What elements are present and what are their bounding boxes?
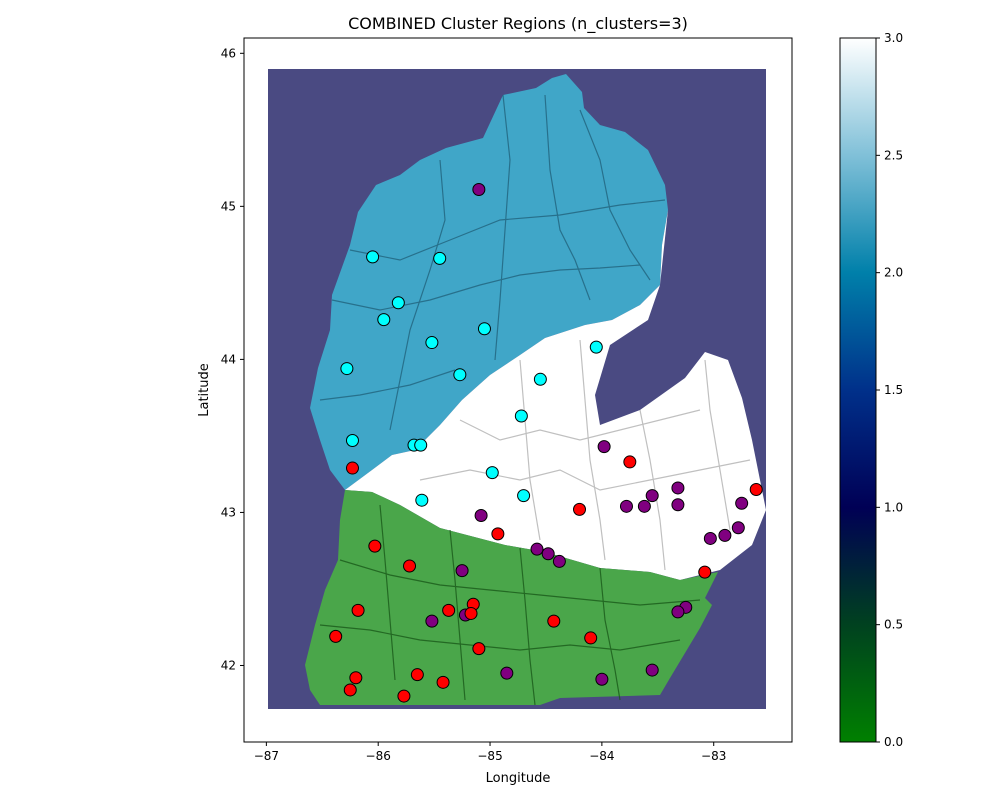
colorbar-tick-label: 0.5 (884, 618, 903, 632)
x-tick-label: −85 (477, 749, 502, 763)
data-point (340, 362, 354, 376)
data-point (491, 527, 505, 541)
y-tick-label: 42 (221, 658, 236, 672)
watershed-boundaries-south (319, 504, 701, 706)
data-point (410, 668, 424, 682)
data-point (472, 183, 486, 197)
colorbar-gradient (839, 37, 877, 743)
y-tick-label: 44 (221, 352, 236, 366)
x-tick-label: −83 (701, 749, 726, 763)
colorbar-tick-label: 3.0 (884, 31, 903, 45)
data-point (619, 499, 633, 513)
x-axis-label: Longitude (486, 771, 551, 786)
plot-area (268, 69, 766, 709)
x-tick-label: −86 (366, 749, 391, 763)
data-point (597, 440, 611, 454)
axes-frame (243, 37, 793, 743)
data-point (589, 340, 603, 354)
data-point (698, 565, 712, 579)
data-point (414, 438, 428, 452)
colorbar-tick-label: 2.5 (884, 148, 903, 162)
data-point (329, 629, 343, 643)
colorbar-tick-label: 2.0 (884, 266, 903, 280)
data-point (500, 666, 514, 680)
data-point (623, 455, 637, 469)
data-point (541, 547, 555, 561)
x-tick-label: −84 (589, 749, 614, 763)
data-point (368, 539, 382, 553)
data-point (547, 614, 561, 628)
data-point (391, 296, 405, 310)
data-point (645, 663, 659, 677)
data-point (595, 672, 609, 686)
data-point (731, 521, 745, 535)
colorbar-ticks: 0.0 0.5 1.0 1.5 2.0 2.5 3.0 (876, 31, 903, 749)
x-axis: −87 −86 −85 −84 −83 (254, 742, 726, 763)
data-point (718, 528, 732, 542)
y-tick-label: 46 (221, 46, 236, 60)
data-point (455, 564, 469, 578)
colorbar-tick-label: 1.0 (884, 500, 903, 514)
data-point (377, 313, 391, 327)
region-cluster-2 (310, 74, 668, 490)
data-point (637, 499, 651, 513)
data-point (397, 689, 411, 703)
data-point (573, 502, 587, 516)
region-cluster-3 (345, 210, 766, 580)
data-point (671, 481, 685, 495)
data-point (530, 542, 544, 556)
data-point (433, 251, 447, 265)
data-point (514, 409, 528, 423)
data-point (671, 498, 685, 512)
data-point (464, 606, 478, 620)
colorbar-tick-label: 1.5 (884, 383, 903, 397)
data-point (345, 461, 359, 475)
data-point (703, 531, 717, 545)
data-point (474, 508, 488, 522)
colorbar: 0.0 0.5 1.0 1.5 2.0 2.5 3.0 (839, 31, 903, 749)
data-point (645, 489, 659, 503)
data-point (366, 250, 380, 264)
y-axis-label: Latitude (197, 363, 212, 417)
y-tick-label: 45 (221, 199, 236, 213)
scatter-points (329, 183, 763, 703)
data-point (472, 642, 486, 656)
y-axis: 42 43 44 45 46 (221, 46, 244, 672)
data-point (453, 368, 467, 382)
data-point (749, 482, 763, 496)
y-tick-label: 43 (221, 505, 236, 519)
data-point (735, 496, 749, 510)
data-point (415, 493, 429, 507)
watershed-boundaries (319, 94, 666, 431)
data-point (436, 675, 450, 689)
data-point (403, 559, 417, 573)
x-tick-label: −87 (254, 749, 279, 763)
data-point (425, 336, 439, 350)
colorbar-tick-label: 0.0 (884, 735, 903, 749)
data-point (477, 322, 491, 336)
data-point (349, 671, 363, 685)
data-point (425, 614, 439, 628)
region-cluster-0 (305, 490, 718, 705)
data-point (343, 683, 357, 697)
data-point (584, 631, 598, 645)
data-point (533, 372, 547, 386)
chart-title: COMBINED Cluster Regions (n_clusters=3) (348, 14, 688, 34)
data-point (351, 603, 365, 617)
data-point (517, 489, 531, 503)
data-point (671, 605, 685, 619)
data-point (485, 466, 499, 480)
data-point (552, 554, 566, 568)
data-point (345, 434, 359, 448)
data-point (442, 603, 456, 617)
